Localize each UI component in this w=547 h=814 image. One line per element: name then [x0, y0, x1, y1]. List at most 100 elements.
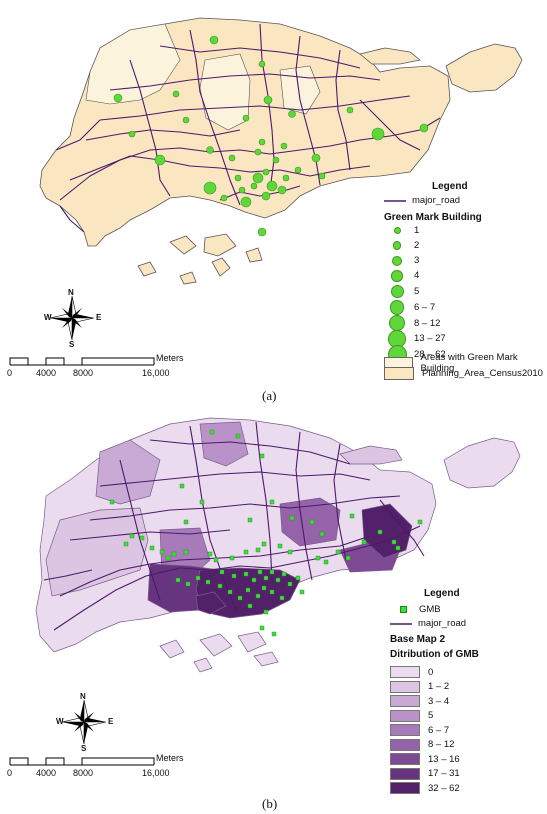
planning-area-light [199, 53, 251, 131]
class-swatch [390, 724, 420, 736]
scale-bar-b [9, 757, 155, 766]
compass-e-label: E [96, 313, 102, 322]
legend-b-class-row: 3 – 4 [390, 695, 449, 707]
scale-unit-label-b: Meters [156, 753, 184, 763]
legend-a-dot-label: 8 – 12 [414, 317, 441, 329]
legend-b-class-row: 32 – 62 [390, 782, 460, 794]
planning-area-light [85, 23, 181, 105]
planning-area-swatch [384, 367, 414, 380]
legend-a-planning-row: Planning_Area_Census2010 [384, 367, 543, 380]
legend-b-class-label: 6 – 7 [428, 724, 450, 736]
class-swatch [390, 680, 420, 693]
scale-tick-16000: 16,000 [142, 368, 170, 378]
jurong-dark [195, 591, 227, 615]
panel-a-map: N S W E Meters 0 4000 8000 16,000 Legend… [0, 0, 547, 403]
scale-tick-0: 0 [7, 368, 13, 378]
legend-a-dot-label: 6 – 7 [414, 301, 436, 313]
legend-b-class-label: 17 – 31 [428, 768, 460, 779]
legend-a-dot-label: 5 [414, 286, 420, 297]
legend-a-dot-label: 2 [414, 240, 420, 251]
legend-b-class-label: 5 [428, 710, 434, 721]
legend-a-dot-label: 3 [414, 255, 420, 266]
green-dot-icon [389, 300, 405, 315]
map-a-canvas [9, 17, 523, 366]
legend-b-class-row: 1 – 2 [390, 680, 450, 693]
green-dot-icon [392, 241, 402, 250]
gmb-dots-a [113, 35, 429, 237]
legend-b-class-label: 3 – 4 [428, 695, 450, 707]
legend-b-class-row: 5 [390, 709, 434, 722]
legend-a-title: Legend [432, 181, 468, 192]
legend-a-dot-row: 1 [384, 225, 419, 236]
legend-a-road-row: major_road [384, 195, 460, 206]
legend-a-dot-label: 1 [414, 225, 420, 236]
class-swatch [390, 753, 420, 765]
island-tekong-b [443, 437, 521, 489]
island-ubin-a [359, 47, 421, 65]
southern-islands-b [159, 631, 279, 673]
legend-b-gmb-row: GMB [396, 604, 441, 615]
compass-s-label: S [69, 340, 75, 349]
legend-a-planning-label: Planning_Area_Census2010 [422, 368, 543, 379]
green-dot-icon [393, 227, 401, 234]
green-dot-icon [389, 315, 405, 331]
scale-tick-16000-b: 16,000 [142, 768, 170, 778]
compass-s-label-b: S [81, 744, 87, 753]
district-3-4 [95, 439, 161, 505]
major-roads-a [55, 23, 441, 233]
legend-a-dot-row: 2 [384, 240, 419, 251]
legend-a-dot-label: 28 – 62 [414, 349, 446, 360]
island-tekong-a [445, 43, 523, 93]
road-line-icon-b [390, 622, 412, 625]
legend-a-dot-label: 4 [414, 270, 420, 282]
scale-tick-0-b: 0 [7, 768, 13, 778]
compass-w-label: W [44, 313, 52, 322]
map-b-canvas [9, 417, 521, 766]
legend-b-class-row: 0 [390, 666, 433, 678]
scale-tick-4000: 4000 [36, 368, 57, 378]
legend-b-class-row: 8 – 12 [390, 738, 454, 751]
legend-b-class-row: 13 – 16 [390, 753, 460, 765]
legend-b-class-row: 17 – 31 [390, 767, 460, 780]
legend-b-class-label: 13 – 16 [428, 753, 460, 765]
legend-a-dot-row: 6 – 7 [384, 300, 435, 315]
legend-b-class-row: 6 – 7 [390, 724, 449, 736]
green-dot-icon [390, 285, 404, 298]
gmb-square-icon [400, 606, 407, 613]
road-line-icon [384, 199, 406, 202]
compass-rose-a [49, 295, 95, 341]
legend-a-dot-row: 13 – 27 [384, 330, 446, 348]
caption-a: (a) [262, 388, 277, 403]
legend-b-class-label: 0 [428, 666, 434, 678]
legend-b-title: Legend [424, 588, 460, 599]
scale-tick-8000: 8000 [73, 368, 94, 378]
legend-b-class-label: 1 – 2 [428, 681, 450, 692]
scale-tick-8000-b: 8000 [73, 768, 94, 778]
class-swatch [390, 767, 420, 780]
legend-a-dot-row: 5 [384, 285, 419, 298]
legend-b-road-row: major_road [390, 618, 466, 629]
scale-bar-a [9, 357, 155, 366]
legend-b-road-label: major_road [418, 618, 467, 629]
class-swatch [390, 738, 420, 751]
legend-b-class-label: 32 – 62 [428, 782, 460, 794]
class-swatch [390, 666, 420, 678]
gmb-points-b [109, 429, 423, 637]
class-swatch [390, 709, 420, 722]
district-1-2 [45, 507, 149, 597]
legend-b-dist-title: Ditribution of GMB [390, 649, 479, 660]
major-roads-b [43, 421, 425, 631]
compass-e-label-b: E [108, 717, 114, 726]
legend-a-gmb-area-label: Areas with Green Mark Building [420, 352, 518, 374]
legend-a-dot-row: 8 – 12 [384, 315, 440, 331]
compass-n-label: N [68, 288, 74, 297]
class-swatch [390, 782, 420, 794]
green-dot-icon [392, 255, 402, 266]
legend-b-gmb-label: GMB [419, 604, 441, 615]
legend-a-dot-row: 3 [384, 255, 419, 266]
legend-a-dots-title: Green Mark Building [384, 212, 482, 223]
compass-w-label-b: W [56, 717, 64, 726]
green-dot-icon [391, 270, 403, 282]
legend-a-dot-label: 13 – 27 [414, 333, 446, 345]
southern-islands-a [137, 233, 263, 285]
